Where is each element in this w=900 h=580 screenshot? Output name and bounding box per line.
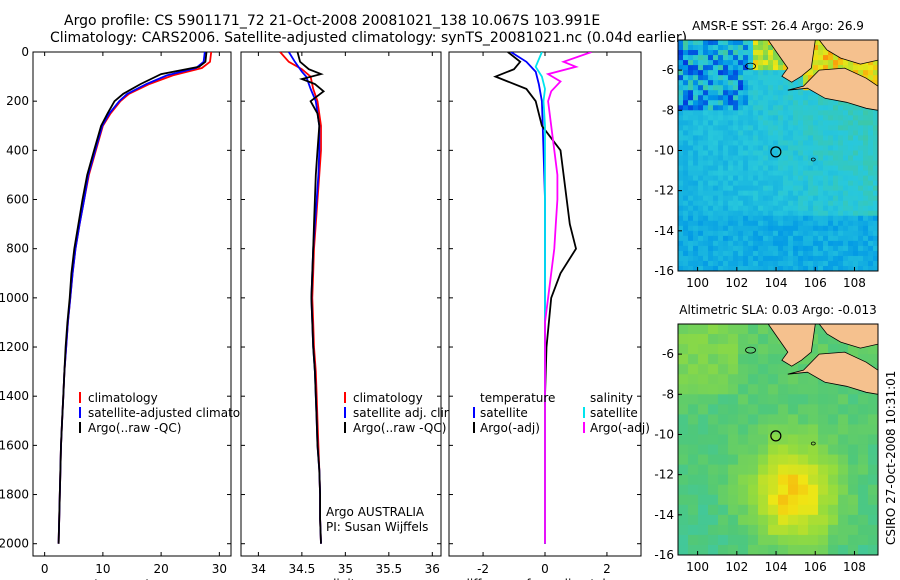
depth-tick-label: 400	[6, 143, 29, 157]
sst-map-xtick-label: 102	[725, 276, 748, 290]
sla-map-island	[810, 441, 816, 446]
sla-map-xtick-label: 106	[804, 560, 827, 574]
difference-xtick-label: 2	[603, 562, 611, 576]
temperature-xlabel: temperature	[94, 577, 169, 580]
temperature-xtick-label: 30	[212, 562, 227, 576]
salinity-legend-item: Argo(..raw -QC)	[353, 421, 446, 435]
sla-map-ytick-label: -6	[662, 347, 674, 361]
sst-map-land	[787, 67, 878, 111]
sst-map-island	[745, 62, 756, 70]
temperature-legend-item: satellite-adjusted climatology	[88, 406, 266, 420]
difference-xlabel: difference from climatology	[462, 577, 628, 580]
sst-map-ytick-label: -8	[662, 103, 674, 117]
sla-map-ytick-label: -14	[654, 508, 674, 522]
temperature-xtick-label: 0	[41, 562, 49, 576]
sla-map-title: Altimetric SLA: 0.03 Argo: -0.013	[679, 303, 876, 317]
sst-map-ytick-label: -16	[654, 264, 674, 278]
difference-legend-item: satellite	[480, 406, 528, 420]
temperature-series	[57, 52, 213, 544]
sst-map-ytick-label: -6	[662, 63, 674, 77]
temperature-xtick-label: 10	[95, 562, 110, 576]
sst-map-island	[810, 157, 816, 162]
difference-line-salinity-argo-adj	[544, 52, 592, 544]
depth-tick-label: 1000	[0, 291, 29, 305]
salinity-legend-item: satellite adj. clim.	[353, 406, 459, 420]
sla-map-argo-marker	[770, 430, 782, 442]
sst-map-xtick-label: 100	[686, 276, 709, 290]
difference-legend-heading: temperature	[480, 391, 555, 405]
sla-map-ytick-label: -12	[654, 468, 674, 482]
salinity-annotation: PI: Susan Wijffels	[326, 520, 428, 534]
sla-map-land	[787, 351, 878, 395]
sst-map-land	[818, 40, 878, 65]
salinity-xtick-label: 35.5	[375, 562, 402, 576]
temperature-line-argo-raw-qc	[57, 52, 208, 544]
sla-map-panel: Altimetric SLA: 0.03 Argo: -0.013 100 102 1…	[654, 303, 879, 574]
difference-line-temperature-argo-adj	[493, 52, 577, 544]
depth-tick-label: 2000	[0, 537, 29, 551]
salinity-axes-box	[240, 51, 442, 557]
sst-map-ytick-label: -12	[654, 184, 674, 198]
sst-map-field	[678, 40, 878, 271]
salinity-line-argo-raw-qc	[296, 52, 326, 544]
sst-map-panel: AMSR-E SST: 26.4 Argo: 26.9 100 102 104 106 1…	[654, 19, 879, 290]
sla-map-ytick-label: -8	[662, 387, 674, 401]
depth-tick-label: 800	[6, 242, 29, 256]
salinity-xtick-label: 35	[338, 562, 353, 576]
depth-tick-label: 1600	[0, 438, 29, 452]
depth-tick-label: 600	[6, 193, 29, 207]
temperature-legend-item: Argo(..raw -QC)	[88, 421, 181, 435]
difference-legend-item: Argo(-adj)	[480, 421, 540, 435]
sst-map-ytick-label: -14	[654, 224, 674, 238]
salinity-xlabel: salinity	[319, 577, 362, 580]
salinity-legend-item: climatology	[353, 391, 423, 405]
sla-map-ytick-label: -16	[654, 548, 674, 562]
credit-label: CSIRO 27-Oct-2008 10:31:01	[884, 371, 898, 545]
sla-map-xtick-label: 102	[725, 560, 748, 574]
salinity-xtick-label: 36	[425, 562, 440, 576]
sla-map-xtick-label: 108	[843, 560, 866, 574]
temperature-xtick-label: 20	[153, 562, 168, 576]
salinity-series	[279, 52, 326, 544]
sst-map-land	[678, 40, 816, 83]
figure-title-line2: Climatology: CARS2006. Satellite-adjuste…	[50, 30, 688, 46]
salinity-xtick-label: 34.5	[289, 562, 316, 576]
sst-map-xtick-label: 108	[843, 276, 866, 290]
difference-xtick-label: 0	[541, 562, 549, 576]
difference-legend-heading: salinity	[590, 391, 633, 405]
difference-series	[493, 52, 592, 544]
salinity-xtick-label: 34	[251, 562, 266, 576]
sst-map-title: AMSR-E SST: 26.4 Argo: 26.9	[692, 19, 864, 33]
sla-map-field	[678, 324, 878, 555]
sst-map-xtick-label: 104	[765, 276, 788, 290]
temperature-legend-item: climatology	[88, 391, 158, 405]
sst-map-xtick-label: 106	[804, 276, 827, 290]
sla-map-xtick-label: 100	[686, 560, 709, 574]
depth-tick-label: 1800	[0, 488, 29, 502]
difference-profile-panel: -2 0 2difference from climatology temperatu…	[448, 51, 650, 580]
sla-map-axes-box	[677, 323, 879, 556]
difference-legend-item: Argo(-adj)	[590, 421, 650, 435]
sla-map-land	[818, 324, 878, 349]
figure-title-line1: Argo profile: CS 5901171_72 21-Oct-2008 …	[64, 13, 601, 29]
salinity-annotation: Argo AUSTRALIA	[326, 505, 425, 519]
sst-map-ytick-label: -10	[654, 143, 674, 157]
depth-tick-label: 1400	[0, 389, 29, 403]
salinity-profile-panel: 34 34.5 35 35.5 36 salinity climatologysatelli…	[240, 51, 459, 580]
temperature-axes-box	[32, 51, 232, 557]
difference-legend-item: satellite	[590, 406, 638, 420]
depth-tick-label: 0	[21, 45, 29, 59]
difference-line-salinity-satellite	[534, 52, 546, 544]
temperature-profile-panel: 0 200 400 600 800 1000 1200 1400 1600 1800 2000 0 10…	[0, 45, 266, 580]
sla-map-land	[678, 324, 816, 367]
sla-map-island	[745, 346, 756, 354]
sst-map-axes-box	[677, 39, 879, 272]
depth-tick-label: 200	[6, 94, 29, 108]
depth-tick-label: 1200	[0, 340, 29, 354]
sla-map-ytick-label: -10	[654, 427, 674, 441]
sla-map-xtick-label: 104	[765, 560, 788, 574]
difference-xtick-label: -2	[477, 562, 489, 576]
sst-map-argo-marker	[770, 146, 782, 158]
